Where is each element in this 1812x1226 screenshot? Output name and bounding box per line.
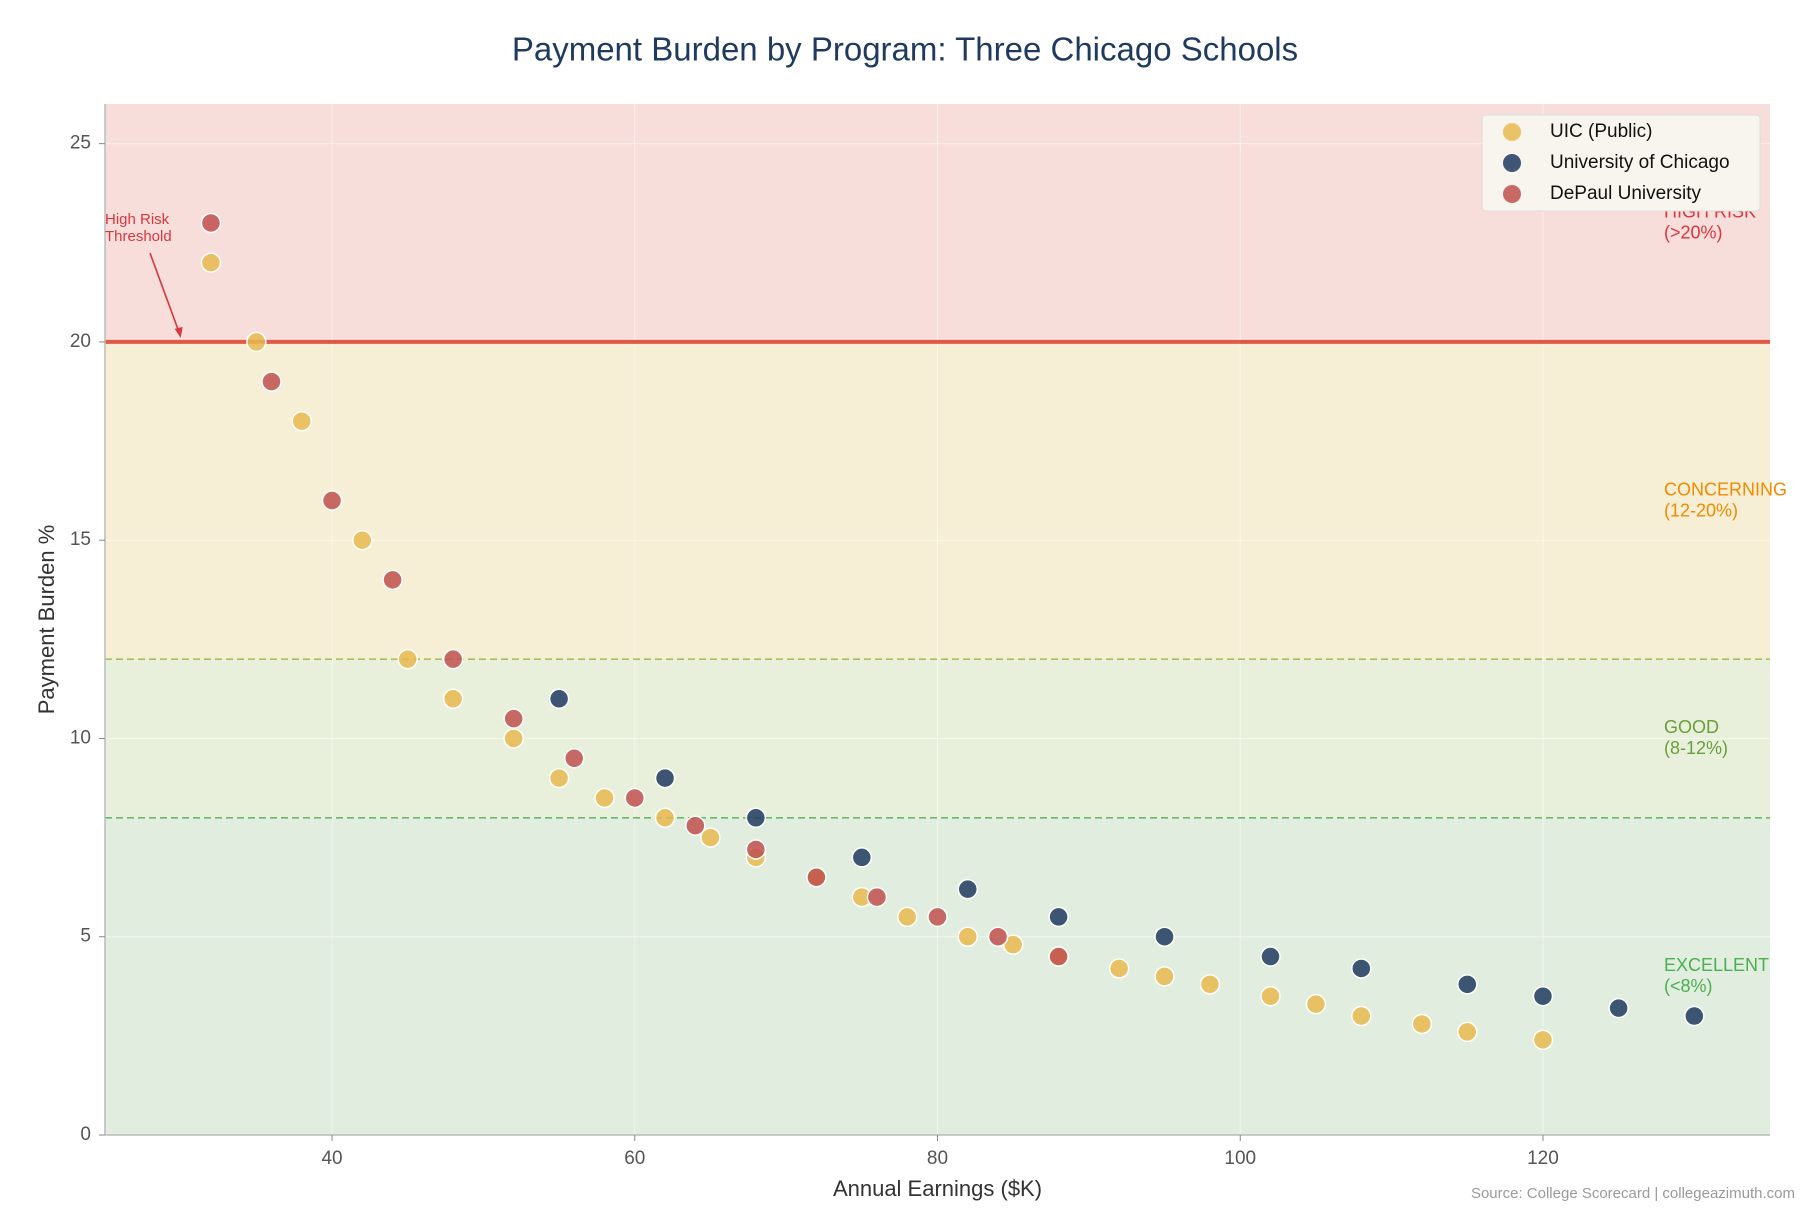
data-point [382, 569, 403, 591]
legend-marker [1503, 154, 1521, 172]
data-point [987, 926, 1009, 947]
data-point [654, 807, 676, 829]
data-point [1608, 997, 1629, 1019]
data-point [1260, 946, 1281, 967]
chart-title: Payment Burden by Program: Three Chicago… [512, 31, 1298, 68]
data-point [624, 787, 646, 809]
zone-label: (12-20%) [1664, 500, 1738, 520]
data-point [1305, 993, 1327, 1015]
data-point [1684, 1005, 1705, 1027]
x-axis-label: Annual Earnings ($K) [833, 1176, 1042, 1201]
data-point [548, 688, 570, 710]
zone-label: (8-12%) [1664, 738, 1728, 758]
data-point [1154, 966, 1175, 987]
legend-label: DePaul University [1550, 183, 1701, 204]
y-axis-label: Payment Burden % [34, 525, 59, 715]
data-point [957, 878, 979, 900]
data-point [745, 807, 767, 829]
data-point [806, 867, 827, 888]
annotation-arrow [149, 252, 181, 335]
y-tick-label: 5 [80, 926, 91, 947]
data-point [1048, 946, 1069, 967]
x-tick-label: 40 [321, 1148, 342, 1169]
x-tick-label: 100 [1224, 1148, 1256, 1169]
legend-marker [1503, 185, 1521, 203]
data-point [957, 926, 979, 947]
legend-marker [1503, 123, 1521, 141]
x-tick-label: 60 [624, 1148, 645, 1169]
data-point [321, 490, 343, 511]
data-point [594, 787, 615, 809]
zone-label: (>20%) [1664, 223, 1723, 243]
data-point [1411, 1013, 1433, 1035]
data-point [1260, 985, 1281, 1007]
data-point [442, 688, 464, 710]
data-point [851, 847, 873, 868]
data-point [200, 252, 222, 273]
legend-label: UIC (Public) [1550, 121, 1652, 142]
data-point [654, 767, 676, 789]
data-point [200, 212, 222, 234]
data-point [503, 728, 524, 749]
data-point [1351, 1005, 1372, 1027]
data-point [442, 648, 464, 670]
annotation-arrowhead [174, 326, 183, 338]
data-point [246, 331, 267, 353]
data-point [896, 906, 918, 928]
data-point [1532, 1029, 1554, 1051]
data-point [685, 815, 706, 836]
y-tick-label: 25 [70, 133, 91, 154]
x-tick-label: 80 [927, 1148, 948, 1169]
y-tick-label: 0 [80, 1124, 91, 1145]
legend-label: University of Chicago [1550, 152, 1730, 173]
data-point [1351, 958, 1372, 979]
y-tick-label: 20 [70, 331, 91, 352]
data-point [1532, 985, 1554, 1007]
data-point [291, 410, 313, 432]
legend-box [1481, 114, 1761, 212]
data-point [397, 648, 418, 670]
data-point [261, 371, 282, 392]
y-tick-label: 10 [70, 727, 91, 748]
zone-label: (<8%) [1664, 976, 1713, 996]
data-point [1154, 926, 1175, 947]
data-point [866, 886, 888, 908]
annotation-text: High Risk [105, 211, 170, 228]
data-point [352, 529, 373, 551]
y-tick-label: 15 [70, 529, 91, 550]
data-point [1457, 974, 1478, 995]
zone-label: CONCERNING [1664, 479, 1787, 499]
data-point [503, 708, 524, 729]
data-point [745, 839, 767, 860]
data-point [1048, 906, 1069, 928]
source-note: Source: College Scorecard | collegeazimu… [1471, 1185, 1795, 1202]
annotation-text: Threshold [105, 228, 172, 245]
x-tick-label: 120 [1527, 1148, 1559, 1169]
zone-label: EXCELLENT [1664, 955, 1769, 975]
data-point [927, 906, 948, 928]
data-point [548, 767, 570, 789]
zone-label: GOOD [1664, 717, 1719, 737]
data-point [1457, 1021, 1478, 1043]
data-point [1199, 974, 1221, 995]
data-point [700, 827, 721, 848]
data-point [1108, 958, 1130, 979]
data-point [563, 748, 585, 769]
